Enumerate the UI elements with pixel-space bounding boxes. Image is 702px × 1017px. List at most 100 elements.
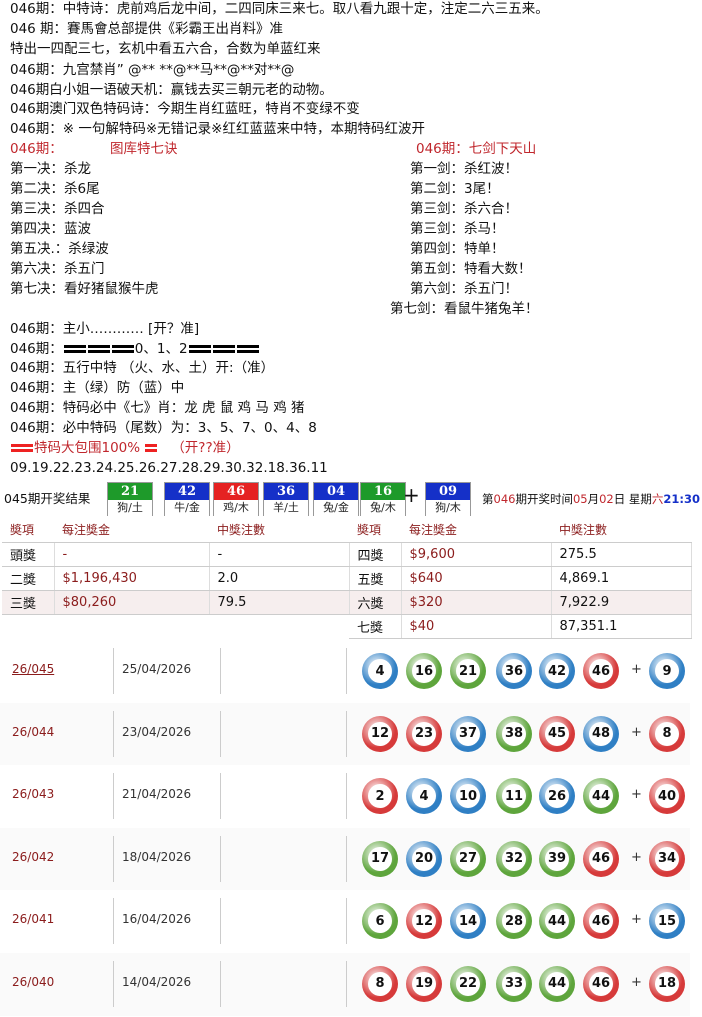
- prize-cell: $9,600: [401, 542, 552, 567]
- result-ball: 16 兔/木: [360, 482, 406, 516]
- column-divider: [346, 710, 347, 757]
- period-link[interactable]: 26/042: [12, 849, 55, 864]
- prize-row: 頭獎 - - 四獎 $9,600 275.5: [2, 542, 692, 567]
- prize-header-row: 奬項 每注獎金 中獎注數 奬項 每注獎金 中獎注數: [2, 518, 692, 543]
- lottery-ball: 16: [406, 653, 442, 689]
- text-line: 046期：九宫禁肖” @** **@**马**@**对**@: [10, 62, 295, 78]
- ball-number: 48: [589, 721, 613, 746]
- draw-date: 25/04/2026: [122, 662, 192, 676]
- draw-date: 18/04/2026: [122, 849, 192, 864]
- history-row: 26/044 23/04/2026 12 23 37 38 45 48 8 +: [0, 702, 690, 766]
- baowei-label: 特码大包围100%: [34, 440, 141, 456]
- result-ball: 42 牛/金: [164, 482, 210, 516]
- left-block-title: 图库特七诀: [110, 141, 178, 157]
- right-block-item: 第六剑：杀五门！: [410, 281, 518, 297]
- text-line: 046期：中特诗：虎前鸡后龙中间，二四同床三来七。取八看九跟十定，注定二六三五来…: [10, 1, 549, 17]
- prize-cell: 七獎: [349, 614, 402, 639]
- latest-result-bar: 045期开奖结果 21 狗/土 42 牛/金 46 鸡/木 36 羊/土 04 兔/金 16 兔/木 0…: [0, 482, 702, 516]
- next-time: 21:30: [663, 492, 700, 506]
- right-block-item: 第三剑：杀六合！: [410, 201, 518, 217]
- header-cell: 中獎注數: [209, 518, 349, 543]
- left-block-item: 第六决：杀五门: [10, 261, 105, 277]
- prize-cell: -: [209, 542, 350, 567]
- draw-date: 14/04/2026: [122, 974, 192, 989]
- prize-cell: 五獎: [349, 566, 402, 591]
- period-link[interactable]: 26/045: [12, 662, 55, 676]
- right-block-item: 第一剑：杀红波！: [410, 161, 518, 177]
- ball-number: 04: [314, 483, 358, 500]
- draw-date: 16/04/2026: [122, 912, 192, 926]
- prize-cell: -: [54, 542, 210, 567]
- history-row: 26/045 25/04/2026 4 16 21 36 42 46 9 +: [0, 640, 690, 703]
- ball-number: 9: [655, 659, 679, 683]
- next-weekday: 六: [651, 492, 664, 506]
- result-ball: 09 狗/木: [425, 482, 471, 516]
- ball-number: 44: [545, 971, 569, 996]
- lottery-ball: 40: [649, 778, 685, 814]
- text-line: 046期：※ 一句解特码※无错记录※红红蓝蓝来中特，本期特码红波开: [10, 121, 425, 137]
- ball-number: 26: [545, 784, 569, 808]
- history-row: 26/041 16/04/2026 6 12 14 28 44 46 15 +: [0, 890, 690, 953]
- lottery-ball: 8: [649, 715, 685, 752]
- lottery-ball: 4: [406, 778, 442, 814]
- prize-cell: $320: [401, 590, 552, 615]
- right-block-item: 第七剑：看鼠牛猪兔羊！: [390, 301, 539, 317]
- ball-zodiac: 兔/金: [314, 500, 358, 516]
- prize-cell: 四獎: [349, 542, 402, 567]
- plus-sign: +: [631, 787, 642, 802]
- right-block-item: 第三剑：杀马！: [410, 221, 505, 237]
- lottery-ball: 48: [583, 715, 619, 752]
- lottery-ball: 23: [406, 715, 442, 752]
- prize-cell: $40: [401, 614, 552, 639]
- prize-cell: 275.5: [551, 542, 692, 567]
- lottery-ball: 19: [406, 965, 442, 1002]
- column-divider: [113, 648, 114, 694]
- text-line: 特出一四配三七，玄机中看五六合，合数为单蓝红来: [10, 41, 321, 57]
- lottery-ball: 34: [649, 840, 685, 877]
- column-divider: [220, 648, 221, 694]
- text-line: 046期澳门双色特码诗：今期生肖红蓝旺，特肖不变绿不变: [10, 101, 360, 117]
- column-divider: [113, 960, 114, 1007]
- text-line: 046期：五行中特 （火、水、土）开:（准）: [10, 360, 275, 376]
- text-prefix: 046期：: [10, 341, 63, 357]
- period-link[interactable]: 26/040: [12, 974, 55, 989]
- lottery-ball: 11: [496, 778, 532, 814]
- lottery-ball: 12: [362, 715, 398, 752]
- lottery-ball: 26: [539, 778, 575, 814]
- ball-number: 37: [456, 721, 480, 746]
- ball-number: 17: [368, 846, 392, 871]
- ball-number: 21: [456, 659, 480, 683]
- lottery-ball: 21: [450, 653, 486, 689]
- ball-number: 46: [589, 971, 613, 996]
- column-divider: [220, 960, 221, 1007]
- ball-number: 42: [545, 659, 569, 683]
- ball-number: 4: [412, 784, 436, 808]
- header-cell: 中獎注數: [551, 518, 692, 543]
- ball-number: 8: [655, 721, 679, 746]
- next-day: 02: [599, 492, 614, 506]
- text-line: 046期：必中特码（尾数）为：3、5、7、0、4、8: [10, 420, 317, 436]
- lottery-ball: 10: [450, 778, 486, 814]
- right-block-item: 第二剑：3尾！: [410, 181, 500, 197]
- lottery-ball: 38: [496, 715, 532, 752]
- plus-sign: +: [631, 849, 642, 865]
- ball-number: 11: [502, 784, 526, 808]
- ball-number: 20: [412, 846, 436, 871]
- draw-date: 21/04/2026: [122, 787, 192, 801]
- next-text: 月: [587, 492, 600, 506]
- header-cell: 奬項: [349, 518, 401, 543]
- lottery-ball: 36: [496, 653, 532, 689]
- prize-cell: $1,196,430: [54, 566, 210, 591]
- left-block-item: 第四决：蓝波: [10, 221, 91, 237]
- period-link[interactable]: 26/041: [12, 912, 55, 926]
- lottery-ball: 33: [496, 965, 532, 1002]
- period-link[interactable]: 26/044: [12, 724, 55, 739]
- prize-table: 奬項 每注獎金 中獎注數 奬項 每注獎金 中獎注數 頭獎 - - 四獎 $9,600 27…: [2, 518, 692, 639]
- lottery-ball: 12: [406, 903, 442, 939]
- next-text: 日 星期: [613, 492, 652, 506]
- ball-number: 2: [368, 784, 392, 808]
- period-link[interactable]: 26/043: [12, 787, 55, 801]
- ball-number: 12: [412, 909, 436, 933]
- prize-cell: [2, 614, 54, 638]
- ball-number: 42: [165, 483, 209, 500]
